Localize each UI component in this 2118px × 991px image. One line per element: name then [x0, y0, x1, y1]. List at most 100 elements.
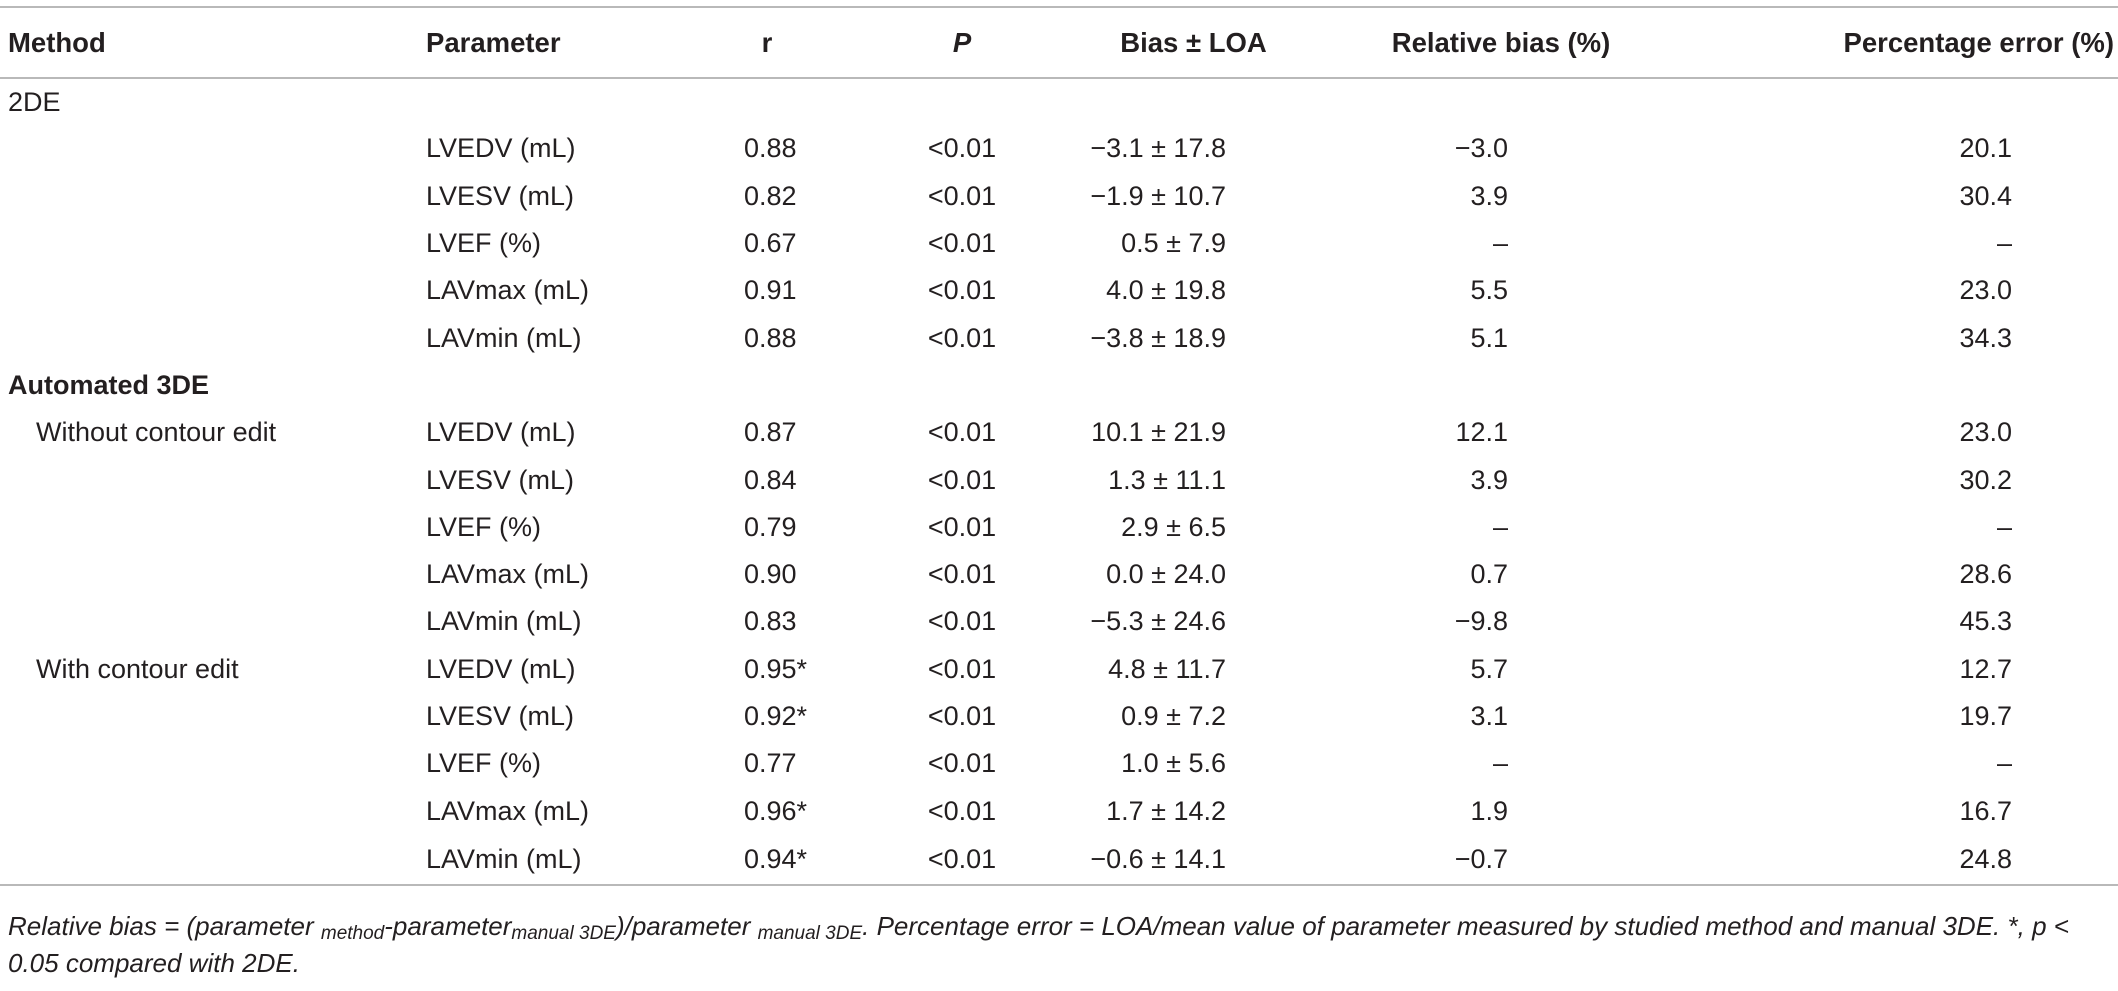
cell-relative-bias: 12.1 — [1455, 417, 1508, 448]
header-percentage-error: Percentage error (%) — [1666, 6, 2118, 79]
cell-relative-bias: 5.5 — [1470, 275, 1508, 306]
cell-percentage-error: 23.0 — [1959, 417, 2012, 448]
cell-percentage-error: 19.7 — [1959, 701, 2012, 731]
cell-method — [0, 267, 426, 314]
cell-parameter: LVESV (mL) — [426, 701, 575, 731]
cell-percentage-error — [1666, 362, 2118, 409]
cell-relative-bias: 1.9 — [1470, 795, 1508, 826]
cell-parameter: LAVmin (mL) — [426, 606, 582, 637]
cell-bias-loa: −5.3 ± 24.6 — [1090, 606, 1226, 637]
cell-bias-loa — [1051, 78, 1336, 125]
cell-bias-loa: 0.9 ± 7.2 — [1121, 701, 1226, 731]
table-row: With contour edit LVEDV (mL) 0.95* <0.01 4.8… — [0, 646, 2118, 693]
cell-method — [0, 834, 426, 886]
footnote-sub-method: method — [320, 923, 385, 944]
cell-parameter: LAVmax (mL) — [426, 275, 590, 306]
table-row: LAVmax (mL) 0.90 <0.01 0.0 ± 24.0 0.7 28.6 — [0, 551, 2118, 598]
cell-relative-bias — [1336, 362, 1666, 409]
cell-method — [0, 740, 426, 787]
cell-relative-bias: −3.0 — [1454, 133, 1508, 164]
cell-relative-bias: 3.1 — [1470, 701, 1508, 731]
cell-parameter: LVEDV (mL) — [426, 417, 576, 448]
table-row: LVEF (%) 0.79 <0.01 2.9 ± 6.5 – – — [0, 504, 2118, 551]
cell-parameter: LVESV (mL) — [426, 180, 575, 211]
cell-p: <0.01 — [927, 606, 997, 637]
cell-parameter: LVEDV (mL) — [426, 653, 576, 684]
cell-bias-loa: −0.6 ± 14.1 — [1051, 834, 1336, 886]
cell-p: <0.01 — [873, 834, 1051, 886]
cell-method: Automated 3DE — [8, 369, 210, 400]
table-row: Without contour edit LVEDV (mL) 0.87 <0.01 1… — [0, 409, 2118, 456]
cell-method: With contour edit — [36, 653, 239, 684]
header-p: P — [873, 6, 1051, 79]
cell-bias-loa: −3.1 ± 17.8 — [1090, 133, 1226, 164]
header-r: r — [661, 6, 873, 79]
table-row: LAVmin (mL) 0.88 <0.01 −3.8 ± 18.9 5.1 34.3 — [0, 314, 2118, 361]
cell-percentage-error: 12.7 — [1959, 653, 2012, 684]
cell-percentage-error: 45.3 — [1959, 606, 2012, 637]
cell-p: <0.01 — [927, 653, 997, 684]
cell-method — [0, 220, 426, 267]
cell-bias-loa: −3.8 ± 18.9 — [1090, 322, 1226, 353]
cell-r — [661, 78, 873, 125]
cell-percentage-error: – — [1996, 228, 2012, 259]
cell-parameter: LVEF (%) — [426, 748, 542, 779]
table-row: LAVmin (mL) 0.94* <0.01 −0.6 ± 14.1 −0.7 24.8 — [0, 834, 2118, 886]
cell-r: 0.82 — [744, 180, 797, 211]
footnote-sub-manual-1: manual 3DE — [511, 923, 616, 944]
cell-method — [0, 551, 426, 598]
header-bias-loa: Bias ± LOA — [1051, 6, 1336, 79]
cell-p: <0.01 — [927, 417, 997, 448]
cell-parameter: LVESV (mL) — [426, 464, 575, 495]
footnote-sub-manual-2: manual 3DE — [757, 923, 863, 944]
cell-method — [0, 787, 426, 834]
cell-r: 0.77 — [744, 748, 797, 779]
cell-p: <0.01 — [927, 133, 997, 164]
cell-r: 0.84 — [744, 464, 797, 495]
cell-parameter: LVEDV (mL) — [426, 133, 576, 164]
cell-p: <0.01 — [927, 559, 997, 590]
cell-method: Without contour edit — [36, 417, 277, 448]
cell-parameter: LAVmax (mL) — [426, 795, 590, 826]
cell-r: 0.94* — [661, 834, 873, 886]
cell-r: 0.96* — [744, 795, 808, 826]
cell-parameter: LAVmin (mL) — [426, 322, 582, 353]
cell-r: 0.90 — [744, 559, 797, 590]
footnote-text-4: . Percentage error = LOA/mean value of p… — [8, 911, 2069, 978]
cell-relative-bias: −9.8 — [1454, 606, 1508, 637]
table-row: LVESV (mL) 0.82 <0.01 −1.9 ± 10.7 3.9 30.4 — [0, 173, 2118, 220]
table-footnote: Relative bias = (parameter method-parame… — [8, 908, 2112, 982]
cell-percentage-error — [1666, 78, 2118, 125]
cell-relative-bias: −0.7 — [1336, 834, 1666, 886]
cell-percentage-error: 16.7 — [1959, 795, 2012, 826]
cell-relative-bias: 3.9 — [1470, 464, 1508, 495]
cell-method — [0, 456, 426, 503]
cell-method — [0, 314, 426, 361]
cell-percentage-error: 23.0 — [1959, 275, 2012, 306]
cell-p: <0.01 — [927, 228, 997, 259]
cell-parameter — [426, 362, 661, 409]
table-row: LAVmin (mL) 0.83 <0.01 −5.3 ± 24.6 −9.8 45.3 — [0, 598, 2118, 645]
cell-bias-loa: 2.9 ± 6.5 — [1121, 511, 1226, 542]
table-body: 2DE LVEDV (mL) 0.88 <0.01 −3.1 ± 17.8 −3.0 20.… — [0, 78, 2118, 886]
cell-method — [0, 173, 426, 220]
table-row: 2DE — [0, 78, 2118, 125]
cell-bias-loa: 4.8 ± 11.7 — [1108, 653, 1226, 684]
cell-bias-loa: 10.1 ± 21.9 — [1091, 417, 1226, 448]
header-relative-bias: Relative bias (%) — [1336, 6, 1666, 79]
cell-percentage-error: – — [1996, 511, 2012, 542]
table-row: LVEDV (mL) 0.88 <0.01 −3.1 ± 17.8 −3.0 20.1 — [0, 125, 2118, 172]
cell-method: 2DE — [8, 86, 61, 117]
footnote-text-3: )/parameter — [615, 911, 758, 941]
header-row: Method Parameter r P Bias ± LOA Relative… — [0, 6, 2118, 79]
cell-r: 0.87 — [744, 417, 797, 448]
table-row: LAVmax (mL) 0.96* <0.01 1.7 ± 14.2 1.9 16.7 — [0, 787, 2118, 834]
cell-relative-bias: – — [1492, 511, 1508, 542]
cell-relative-bias — [1336, 78, 1666, 125]
cell-method — [0, 693, 426, 740]
table-row: Automated 3DE — [0, 362, 2118, 409]
cell-p: <0.01 — [927, 511, 997, 542]
cell-bias-loa: 0.0 ± 24.0 — [1106, 559, 1226, 590]
cell-r: 0.92* — [744, 701, 808, 731]
